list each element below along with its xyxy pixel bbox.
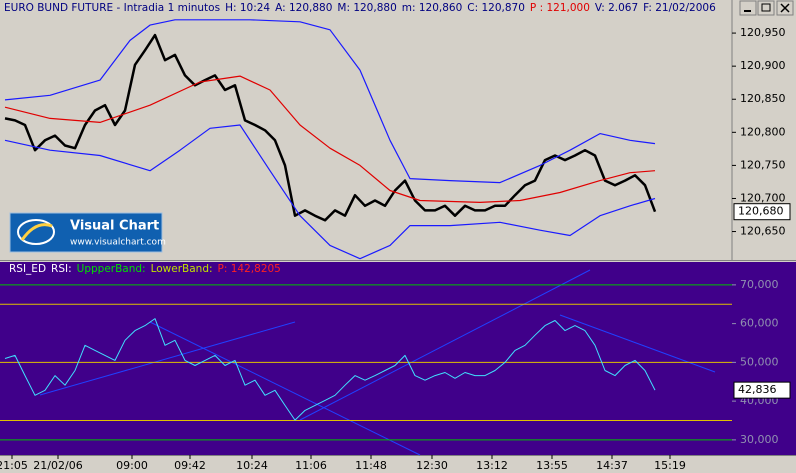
x-tick-label: 15:19 [654, 459, 686, 472]
header-item: LowerBand: [151, 263, 213, 275]
x-tick-label: 09:00 [116, 459, 148, 472]
header-item: RSI_ED [9, 263, 46, 275]
y-tick-label: 70,000 [740, 278, 779, 291]
logo: Visual Chart www.visualchart.com [9, 212, 166, 253]
header-item: RSI: [51, 263, 72, 275]
series-line [4, 19, 656, 184]
y-tick-label: 30,000 [740, 433, 779, 446]
y-tick-label: 60,000 [740, 317, 779, 330]
header-item: P : 121,000 [530, 2, 590, 14]
trend-line [39, 321, 296, 396]
rsi-panel [0, 262, 732, 455]
y-tick-label: 120,750 [740, 158, 786, 171]
x-tick-label: 14:37 [596, 459, 628, 472]
logo-icon [17, 219, 55, 245]
window-controls [739, 0, 794, 16]
x-tick-label: 09:42 [174, 459, 206, 472]
trend-line [149, 321, 421, 456]
header-item: F: 21/02/2006 [643, 2, 716, 14]
y-tick-label: 120,950 [740, 26, 786, 39]
y-tick-label: 120,800 [740, 125, 786, 138]
series-line [4, 33, 657, 222]
price-header: EURO BUND FUTURE - Intradia 1 minutos H: … [4, 2, 716, 14]
header-item: C: 120,870 [467, 2, 525, 14]
header-item: m: 120,860 [402, 2, 463, 14]
logo-swoosh [20, 223, 53, 241]
chart-title: EURO BUND FUTURE - Intradia 1 minutos [4, 2, 220, 14]
y-tick-label: 120,700 [740, 191, 786, 204]
last-value-box [733, 381, 791, 399]
logo-url: www.visualchart.com [70, 238, 166, 248]
series-line [4, 318, 656, 421]
maximize-button[interactable] [757, 0, 775, 16]
x-tick-label: 13:12 [476, 459, 508, 472]
y-tick-label: 50,000 [740, 355, 779, 368]
header-item: UppperBand: [77, 263, 146, 275]
y-tick-label: 120,650 [740, 225, 786, 238]
last-value-label: 120,680 [738, 205, 784, 218]
header-item: A: 120,880 [275, 2, 332, 14]
x-tick-label: 10:24 [236, 459, 268, 472]
rsi-axis-panel [732, 262, 796, 455]
minimize-button[interactable] [739, 0, 757, 16]
header-item: P: 142,8205 [218, 263, 281, 275]
header-item: M: 120,880 [337, 2, 396, 14]
x-tick-label: 11:06 [295, 459, 327, 472]
series-line [4, 124, 656, 260]
series-line [4, 75, 656, 203]
logo-title: Visual Chart [70, 219, 159, 234]
header-item: H: 10:24 [225, 2, 270, 14]
x-tick-label: 13:55 [536, 459, 568, 472]
x-tick-label: 11:48 [355, 459, 387, 472]
x-tick-label: 12:30 [416, 459, 448, 472]
close-icon [780, 3, 790, 13]
last-value-box [733, 203, 791, 221]
y-tick-label: 120,850 [740, 92, 786, 105]
maximize-icon [761, 3, 771, 12]
x-tick-label: 21/02/06 [33, 459, 82, 472]
last-value-label: 42,836 [738, 383, 777, 396]
x-tick-label: 21:05 [0, 459, 28, 472]
y-tick-label: 120,900 [740, 59, 786, 72]
rsi-header: RSI_ED RSI: UppperBand: LowerBand: P: 142,82… [9, 263, 281, 275]
header-item: V: 2.067 [595, 2, 638, 14]
trend-line [299, 269, 591, 421]
